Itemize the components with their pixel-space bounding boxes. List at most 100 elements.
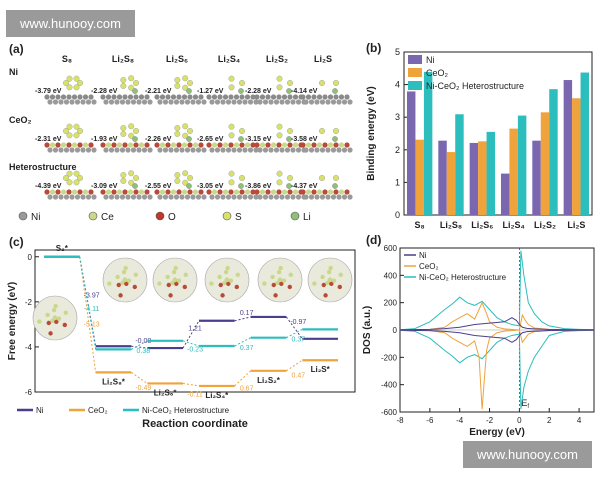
molecule-0-0 — [63, 75, 83, 91]
ytick-label-b-2: 2 — [395, 145, 400, 155]
energy-1-5: -3.58 eV — [291, 136, 318, 143]
dos-svg: (d)600 400 200 0 -200 -400 -600-8 -6 -4 -2 0 2 4 DOS … — [362, 233, 595, 438]
slab-0-4 — [254, 94, 307, 105]
bar-ni-2 — [469, 142, 479, 215]
molecule-0-2 — [174, 75, 193, 94]
connector-ni-4 — [285, 316, 303, 340]
legend-dot-li — [290, 211, 300, 221]
catalyst-inset-2 — [152, 257, 198, 303]
slab-1-1 — [100, 142, 153, 153]
state-label-5: Li₂S* — [311, 365, 331, 374]
row-label-1: CeO₂ — [9, 115, 32, 125]
slab-2-5 — [300, 189, 353, 200]
legend-label-d-0: Ni — [419, 251, 427, 260]
molecule-2-5 — [319, 174, 340, 189]
step-label-niceoheterostructure-2: -0.23 — [187, 346, 203, 353]
category-label-4: Li₂S₂ — [534, 220, 556, 230]
connector-niceoheterostructure-0 — [79, 256, 97, 350]
slab-0-3 — [206, 94, 259, 105]
ytick-label-c-2: -4 — [25, 343, 33, 352]
energy-1-2: -2.26 eV — [145, 136, 172, 143]
molecule-1-0 — [63, 123, 83, 139]
xtick-label-d-0: -8 — [396, 416, 404, 425]
fermi-level-subscript: f — [527, 404, 529, 410]
legend-label-s: S — [235, 212, 242, 223]
category-label-3: Li₂S₄ — [503, 220, 525, 230]
connector-ceo-4 — [286, 359, 303, 372]
state-label-1: Li₂S₈* — [102, 377, 126, 386]
connector-ceo-3 — [234, 370, 252, 387]
bar-ni-1 — [438, 140, 447, 215]
energy-0-1: -2.28 eV — [91, 88, 118, 95]
connector-niceoheterostructure-2 — [182, 340, 200, 347]
ytick-label-b-1: 1 — [395, 177, 400, 187]
column-label-4: Li₂S₂ — [266, 54, 288, 64]
energy-0-4: -2.28 eV — [245, 88, 272, 95]
energy-2-3: -3.05 eV — [197, 183, 224, 190]
legend-swatch-b-1 — [408, 68, 422, 77]
bar-ceo-1 — [446, 152, 456, 215]
legend-label-b-2: Ni-CeO₂ Heterostructure — [426, 81, 524, 91]
panel-b-label: (b) — [366, 41, 381, 55]
ylabel-d: DOS (a.u.) — [362, 306, 373, 354]
legend-label-li: Li — [303, 212, 311, 223]
category-label-1: Li₂S₈ — [440, 220, 462, 230]
connector-ni-2 — [182, 320, 200, 349]
plot-frame-b — [403, 51, 593, 216]
connector-niceoheterostructure-3 — [234, 337, 251, 347]
legend-label-ni: Ni — [31, 212, 40, 223]
step-label-ni-2: 1.21 — [188, 325, 202, 332]
energy-1-0: -2.31 eV — [35, 136, 62, 143]
xtick-label-d-3: -2 — [486, 416, 494, 425]
slab-1-0 — [44, 142, 97, 153]
energy-2-0: -4.39 eV — [35, 183, 62, 190]
energy-2-2: -2.55 eV — [145, 183, 172, 190]
molecule-2-2 — [174, 170, 193, 189]
energy-1-4: -3.15 eV — [245, 136, 272, 143]
slab-2-1 — [100, 189, 153, 200]
fermi-level-label: Ef — [521, 398, 529, 410]
bar-niceoheterostructure-1 — [455, 114, 464, 215]
dos-down-niceoheterostructure — [399, 329, 595, 410]
watermark-bottom: www.hunooy.com — [463, 441, 592, 468]
legend-dot-o — [155, 211, 165, 221]
xtick-label-d-1: -6 — [426, 416, 434, 425]
step-label-ni-0: -3.97 — [84, 293, 100, 300]
bar-niceoheterostructure-2 — [486, 131, 496, 215]
free-energy-svg: (c) 0 -2 -4 -6 Free energy (eV) Reaction coord… — [7, 235, 356, 430]
xtick-label-d-4: 0 — [517, 416, 522, 425]
legend-label-c-1: CeO₂ — [88, 406, 108, 415]
bar-ceo-4 — [540, 112, 550, 215]
legend-label-b-0: Ni — [426, 55, 435, 65]
energy-1-1: -1.93 eV — [91, 136, 118, 143]
energy-0-0: -3.79 eV — [35, 88, 62, 95]
molecule-1-2 — [174, 123, 193, 142]
catalyst-inset-3 — [204, 257, 250, 303]
slab-1-2 — [154, 142, 207, 153]
slab-2-0 — [44, 189, 97, 200]
catalyst-inset-1 — [102, 257, 148, 303]
xlabel-d: Energy (eV) — [469, 427, 525, 438]
dos-up-ceo — [399, 301, 595, 331]
row-label-0: Ni — [9, 67, 18, 77]
molecule-0-5 — [319, 80, 340, 94]
connector-ni-3 — [234, 316, 251, 322]
ylabel-c: Free energy (eV) — [7, 282, 18, 360]
slab-0-0 — [44, 94, 97, 105]
state-label-0: S₈* — [56, 244, 69, 253]
bar-ceo-3 — [509, 128, 518, 215]
ytick-label-c-3: -6 — [25, 388, 33, 397]
step-label-niceoheterostructure-3: 0.37 — [240, 345, 254, 352]
legend-label-c-0: Ni — [36, 406, 44, 415]
xtick-label-d-2: -4 — [456, 416, 464, 425]
step-label-ni-3: 0.17 — [240, 310, 254, 317]
ytick-label-d-0: 600 — [384, 244, 398, 253]
legend-swatch-b-2 — [408, 81, 422, 90]
molecule-1-4 — [276, 123, 294, 142]
binding-energy-svg: (b) 0 1 2 3 4 5 Binding energy (eV) S₈ Li₂S₈ Li₂S₆… — [366, 41, 593, 230]
step-label-ni-1: -0.08 — [135, 338, 151, 345]
ytick-label-d-1: 400 — [384, 271, 398, 280]
step-label-ni-4: -0.97 — [290, 319, 306, 326]
step-label-niceoheterostructure-0: -4.11 — [84, 306, 100, 313]
column-label-3: Li₂S₄ — [218, 54, 240, 64]
